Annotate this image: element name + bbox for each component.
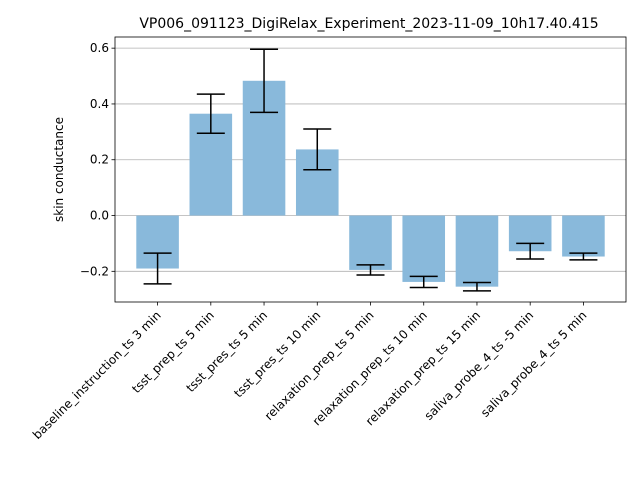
x-tick-label: relaxation_prep_ts 5 min <box>262 308 377 423</box>
x-tick-label: saliva_probe_4_ts -5 min <box>422 308 537 423</box>
x-tick-label: saliva_probe_4_ts 5 min <box>478 308 590 420</box>
bar <box>402 215 446 282</box>
bar <box>349 215 392 270</box>
error-bars <box>143 48 598 292</box>
y-axis-ticks: −0.2 0.0 0.2 0.4 0.6 <box>80 41 115 278</box>
y-tick-label: −0.2 <box>80 264 109 278</box>
y-tick-label: 0.4 <box>90 97 109 111</box>
y-axis-label: skin conductance <box>52 117 66 222</box>
y-tick-label: 0.2 <box>90 153 109 167</box>
x-axis-ticks: baseline_instruction_ts 3 mintsst_prep_t… <box>30 302 590 442</box>
chart-title: VP006_091123_DigiRelax_Experiment_2023-1… <box>139 16 598 32</box>
y-tick-label: 0.0 <box>90 209 109 223</box>
bars <box>136 80 605 287</box>
y-tick-label: 0.6 <box>90 41 109 55</box>
bar <box>562 215 605 257</box>
bar <box>455 215 499 287</box>
